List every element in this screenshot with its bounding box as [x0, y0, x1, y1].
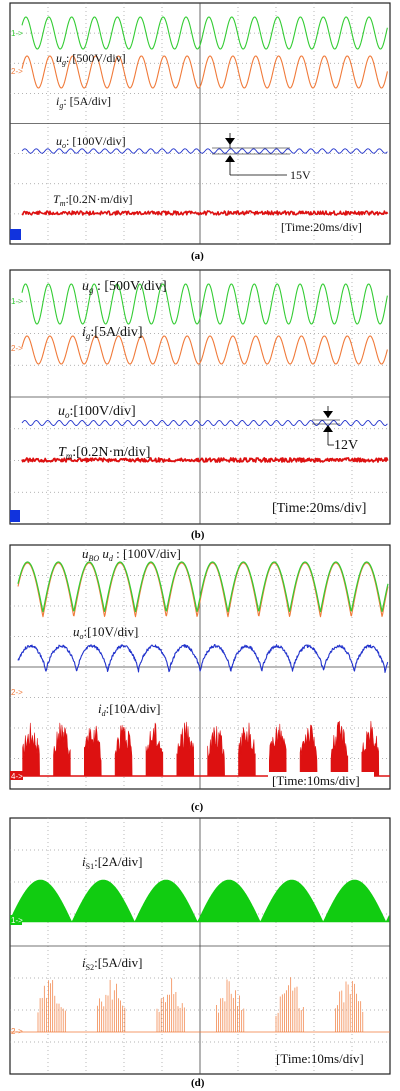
series-id-c-burst — [22, 722, 40, 777]
label-id-c: id:[10A/div] — [98, 701, 161, 718]
panel-d: 1-> 2-> iS1:[2A/div] iS2:[5A/div] [Time:… — [9, 817, 391, 1089]
label-tm-b: Tm:[0.2N·m/div] — [58, 445, 150, 461]
label-ig-a: ig: [5A/div] — [56, 94, 111, 110]
ripple-marker-b: 12V — [312, 406, 358, 453]
label-ubo-c: uBO ud : [100V/div] — [82, 546, 181, 563]
series-id-c-burst — [176, 721, 195, 777]
label-uo-a: uo: [100V/div] — [56, 134, 126, 150]
label-ug-a: ug: [500V/div] — [56, 51, 126, 67]
series-id-c-burst — [269, 723, 287, 777]
series-tm-a — [21, 210, 389, 216]
series-uo-b — [21, 420, 388, 426]
marker-ch2-c: 2-> — [11, 688, 23, 697]
ground-marker-a — [10, 229, 21, 240]
ripple-label-b: 12V — [334, 438, 358, 453]
panel-d-grid — [10, 818, 390, 1074]
marker-ch2-d: 2-> — [11, 1027, 23, 1036]
panel-a-waves — [21, 16, 389, 216]
series-id-c-burst — [299, 724, 318, 777]
panel-c: 2-> 4-> uBO ud : [100V/div] uo:[10V/div]… — [9, 544, 391, 813]
panel-b: 1-> 2-> ug : [500V/div] ig:[5A/div] uo:[… — [9, 269, 391, 541]
series-is1-d — [11, 879, 390, 923]
caption-a: (a) — [191, 250, 204, 262]
marker-ch2-a: 2-> — [11, 67, 23, 76]
label-tm-a: Tm:[0.2N·m/div] — [53, 192, 132, 208]
series-ig-b — [21, 335, 388, 365]
label-is2-d: iS2:[5A/div] — [82, 955, 142, 972]
caption-d: (d) — [191, 1077, 205, 1089]
label-is1-d: iS1:[2A/div] — [82, 854, 142, 871]
marker-ch1-a: 1-> — [11, 29, 23, 38]
time-label-b: [Time:20ms/div] — [272, 501, 366, 516]
series-ig-a — [21, 55, 388, 89]
panel-b-waves — [21, 283, 389, 463]
time-label-c: [Time:10ms/div] — [272, 773, 360, 788]
panel-c-waves — [10, 561, 390, 777]
series-id-c-burst — [145, 722, 164, 777]
series-id-c-burst — [53, 722, 71, 777]
label-ig-b: ig:[5A/div] — [82, 325, 143, 341]
time-label-a: [Time:20ms/div] — [281, 220, 362, 234]
marker-ch4-c — [10, 771, 23, 780]
series-tm-b — [21, 457, 389, 463]
label-ug-b: ug : [500V/div] — [82, 279, 167, 295]
series-id-c-burst — [330, 720, 349, 777]
caption-b: (b) — [191, 529, 205, 541]
series-id-c-burst — [114, 724, 133, 777]
ground-marker-b — [10, 510, 20, 522]
ripple-marker-a: 15V — [212, 133, 311, 182]
label-uo-b: uo:[100V/div] — [58, 404, 136, 420]
series-ug-b — [21, 283, 388, 325]
series-ud-c — [17, 562, 389, 618]
series-uo-a — [21, 148, 388, 154]
time-label-d: [Time:10ms/div] — [276, 1051, 364, 1066]
panel-d-waves — [10, 879, 390, 1033]
marker-ch1-d — [10, 915, 22, 925]
series-id-c-burst — [361, 720, 380, 777]
marker-ch1-d-text: 1-> — [11, 916, 23, 925]
marker-ch2-b: 2-> — [11, 344, 23, 353]
time-label-c-bg — [268, 772, 374, 788]
series-ubo-c — [17, 561, 389, 613]
marker-ch4-c-text: 4-> — [11, 772, 23, 781]
label-uo-c: uo:[10V/div] — [73, 624, 138, 641]
panel-a: 1-> 2-> ug: [500V/div] ig: [5A/div] uo: … — [9, 2, 391, 262]
series-id-c-burst — [84, 725, 102, 777]
series-id-c-burst — [207, 726, 225, 777]
marker-ch1-b: 1-> — [11, 297, 23, 306]
series-uo-c — [17, 644, 389, 673]
ripple-label-a: 15V — [290, 168, 311, 182]
series-ug-a — [21, 16, 388, 50]
caption-c: (c) — [191, 801, 204, 813]
series-id-c-burst — [238, 722, 256, 777]
